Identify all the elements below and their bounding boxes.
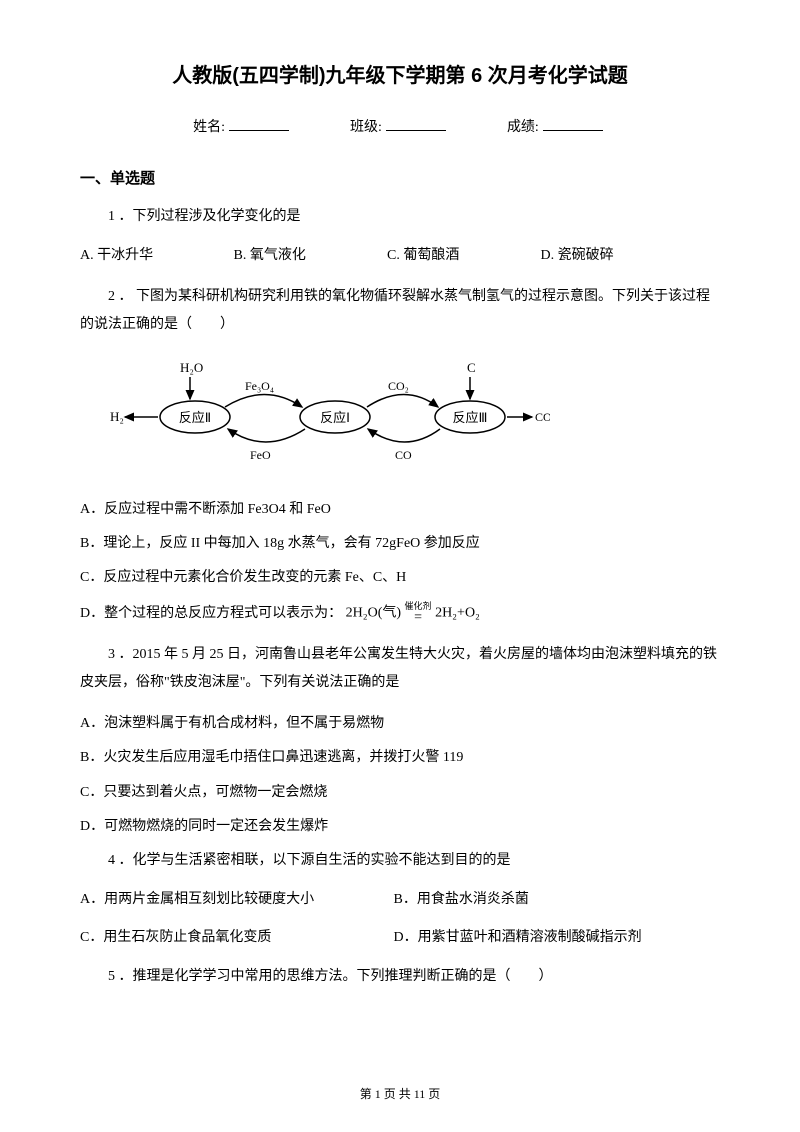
section-header: 一、单选题 [80,167,720,191]
q2-stem: 2 ． 下图为某科研机构研究利用铁的氧化物循环裂解水蒸气制氢气的过程示意图。下列… [80,283,720,339]
q3-opt-a: A．泡沫塑料属于有机合成材料，但不属于易燃物 [80,713,720,735]
class-label: 班级: [350,120,382,135]
svg-text:CO₂: CO₂ [388,379,409,393]
svg-text:Fe₃O₄: Fe₃O₄ [245,379,274,393]
svg-text:H₂O: H₂O [180,360,203,375]
q1-options: A. 干冰升华 B. 氧气液化 C. 葡萄酿酒 D. 瓷碗破碎 [80,245,720,267]
q2-opt-d-prefix: D．整个过程的总反应方程式可以表示为： [80,606,342,621]
q2-opt-a: A．反应过程中需不断添加 Fe3O4 和 FeO [80,499,720,521]
student-info: 姓名: 班级: 成绩: [80,117,720,139]
q1-opt-d: D. 瓷碗破碎 [541,245,614,267]
svg-text:CO: CO [535,410,550,424]
q3-opt-d: D．可燃物燃烧的同时一定还会发生爆炸 [80,816,720,838]
q1-stem: 1 ．下列过程涉及化学变化的是 [80,206,720,228]
class-blank[interactable] [386,130,446,131]
q4-opt-b: B．用食盐水消炎杀菌 [394,889,529,911]
name-label: 姓名: [193,120,225,135]
svg-text:C: C [467,360,476,375]
q1-opt-b: B. 氧气液化 [234,245,384,267]
q2-opt-d: D．整个过程的总反应方程式可以表示为： 2H₂O(气) 催化剂 = 2H₂+O₂ [80,602,720,625]
q1-opt-a: A. 干冰升华 [80,245,230,267]
svg-text:反应Ⅱ: 反应Ⅱ [179,410,211,425]
svg-text:反应Ⅰ: 反应Ⅰ [320,410,350,425]
page-footer: 第 1 页 共 11 页 [0,1085,800,1104]
score-label: 成绩: [507,120,539,135]
q2-opt-b: B．理论上，反应 II 中每加入 18g 水蒸气，会有 72gFeO 参加反应 [80,533,720,555]
q2-diagram: 反应Ⅱ 反应Ⅰ 反应Ⅲ H₂O H₂ Fe₃O₄ FeO CO₂ CO C CO [110,357,700,480]
q3-opt-b: B．火灾发生后应用湿毛巾捂住口鼻迅速逃离，并拨打火警 119 [80,747,720,769]
q4-stem: 4 ．化学与生活紧密相联，以下源自生活的实验不能达到目的的是 [80,850,720,872]
svg-text:CO: CO [395,448,412,462]
score-blank[interactable] [543,130,603,131]
svg-text:反应Ⅲ: 反应Ⅲ [453,410,488,425]
q3-stem: 3 ．2015 年 5 月 25 日，河南鲁山县老年公寓发生特大火灾，着火房屋的… [80,641,720,697]
q4-options-2: C．用生石灰防止食品氧化变质 D．用紫甘蓝叶和酒精溶液制酸碱指示剂 [80,927,720,949]
q4-options-1: A．用两片金属相互刻划比较硬度大小 B．用食盐水消炎杀菌 [80,889,720,911]
name-blank[interactable] [229,130,289,131]
q5-stem: 5 ．推理是化学学习中常用的思维方法。下列推理判断正确的是（ ） [80,966,720,988]
q2-opt-c: C．反应过程中元素化合价发生改变的元素 Fe、C、H [80,567,720,589]
q4-opt-a: A．用两片金属相互刻划比较硬度大小 [80,889,390,911]
page-title: 人教版(五四学制)九年级下学期第 6 次月考化学试题 [80,60,720,92]
q4-opt-d: D．用紫甘蓝叶和酒精溶液制酸碱指示剂 [394,927,642,949]
svg-text:FeO: FeO [250,448,271,462]
q1-opt-c: C. 葡萄酿酒 [387,245,537,267]
svg-text:H₂: H₂ [110,409,124,424]
q3-opt-c: C．只要达到着火点，可燃物一定会燃烧 [80,782,720,804]
q2-formula: 2H₂O(气) 催化剂 = 2H₂+O₂ [346,602,480,625]
q4-opt-c: C．用生石灰防止食品氧化变质 [80,927,390,949]
